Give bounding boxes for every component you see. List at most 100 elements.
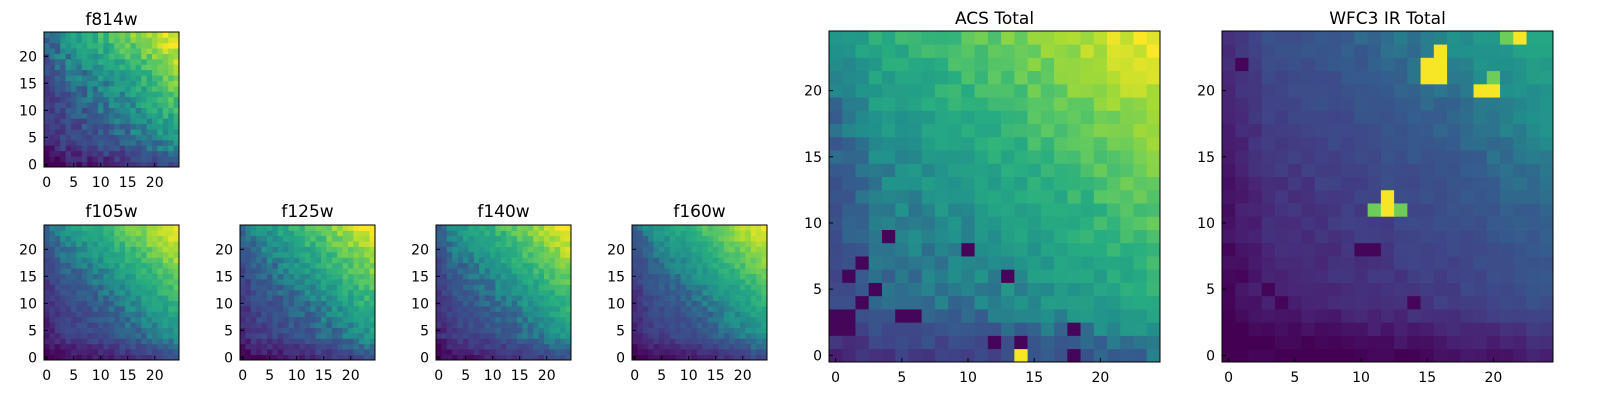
heatmap-cell (1067, 242, 1081, 257)
heatmap-cell (1093, 44, 1108, 58)
heatmap-cell (522, 268, 529, 274)
heatmap-cell (538, 268, 545, 274)
heatmap-cell (1067, 110, 1081, 125)
heatmap-cell (452, 273, 458, 280)
heatmap-cell (49, 225, 56, 231)
heatmap-cell (87, 53, 93, 60)
heatmap-cell (245, 230, 252, 237)
heatmap-cell (696, 235, 703, 242)
heatmap-cell (299, 257, 306, 264)
heatmap-cell (506, 343, 512, 350)
heatmap-cell (92, 284, 99, 291)
heatmap-cell (829, 256, 843, 270)
heatmap-cell (1001, 335, 1015, 350)
heatmap-cell (49, 327, 56, 334)
heatmap-cell (1341, 70, 1355, 85)
heatmap-cell (484, 316, 491, 323)
heatmap-cell (1014, 282, 1028, 297)
heatmap-cell (364, 300, 370, 307)
heatmap-cell (1341, 242, 1355, 257)
heatmap-cell (119, 230, 126, 237)
heatmap-cell (130, 123, 137, 130)
heatmap-cell (702, 284, 708, 291)
heatmap-cell (1107, 242, 1121, 257)
heatmap-cell (87, 150, 93, 157)
heatmap-cell (71, 295, 77, 301)
heatmap-cell (1120, 335, 1134, 350)
heatmap-cell (653, 262, 660, 269)
y-tick-label: 10 (215, 296, 233, 312)
heatmap-cell (1222, 163, 1236, 177)
heatmap-cell (1133, 203, 1148, 217)
heatmap-cell (707, 338, 714, 345)
heatmap-cell (446, 279, 453, 285)
heatmap-cell (1341, 176, 1355, 191)
heatmap-cell (538, 241, 545, 247)
heatmap-cell (740, 338, 746, 345)
heatmap-cell (173, 91, 180, 98)
heatmap-cell (696, 316, 703, 323)
heatmap-cell (506, 241, 512, 247)
heatmap-cell (669, 327, 676, 334)
heatmap-cell (81, 235, 88, 242)
heatmap-cell (1539, 123, 1554, 138)
heatmap-cell (745, 252, 752, 258)
heatmap-cell (1120, 31, 1134, 45)
heatmap-cell (1407, 335, 1421, 350)
heatmap-cell (1539, 203, 1554, 217)
heatmap-cell (473, 295, 480, 301)
heatmap-cell (353, 268, 360, 274)
heatmap-cell (549, 268, 556, 274)
heatmap-cell (92, 333, 99, 339)
heatmap-cell (452, 289, 458, 296)
heatmap-cell (1380, 110, 1395, 125)
heatmap-cell (261, 354, 268, 361)
heatmap-cell (707, 257, 714, 264)
heatmap-cell (642, 273, 649, 280)
heatmap-cell (554, 349, 561, 355)
heatmap-cell (1040, 110, 1055, 125)
heatmap-cell (457, 311, 464, 318)
heatmap-cell (1014, 70, 1028, 85)
heatmap-cell (168, 306, 174, 312)
heatmap-cell (1235, 150, 1249, 164)
heatmap-cell (261, 289, 268, 296)
heatmap-cell (1014, 163, 1028, 177)
heatmap-cell (76, 322, 83, 328)
heatmap-cell (1341, 348, 1355, 363)
heatmap-cell (283, 333, 289, 339)
heatmap-cell (294, 295, 300, 301)
heatmap-cell (168, 145, 174, 152)
heatmap-cell (152, 107, 158, 114)
heatmap-cell (517, 252, 523, 258)
heatmap-cell (686, 327, 692, 334)
heatmap-cell (632, 311, 638, 318)
heatmap-cell (76, 123, 83, 130)
heatmap-cell (76, 96, 83, 103)
heatmap-cell (961, 150, 975, 164)
heatmap-cell (98, 300, 104, 307)
heatmap-cell (60, 96, 66, 103)
heatmap-cell (108, 96, 115, 103)
heatmap-cell (533, 235, 539, 242)
heatmap-cell (1486, 44, 1501, 58)
heatmap-cell (92, 311, 99, 318)
heatmap-cell (71, 273, 77, 280)
heatmap-cell (125, 257, 131, 264)
heatmap-cell (1288, 123, 1302, 138)
heatmap-cell (479, 354, 485, 361)
heatmap-cell (353, 327, 360, 334)
heatmap-cell (146, 150, 153, 157)
heatmap-cell (987, 203, 1002, 217)
heatmap-cell (653, 252, 660, 258)
heatmap-cell (92, 102, 99, 108)
heatmap-cell (855, 97, 870, 111)
heatmap-cell (1301, 348, 1316, 363)
heatmap-cell (549, 289, 556, 296)
heatmap-cell (348, 316, 354, 323)
heatmap-cell (734, 327, 741, 334)
heatmap-cell (1513, 229, 1527, 244)
heatmap-cell (321, 279, 327, 285)
heatmap-cell (87, 69, 93, 76)
heatmap-cell (1394, 123, 1408, 138)
